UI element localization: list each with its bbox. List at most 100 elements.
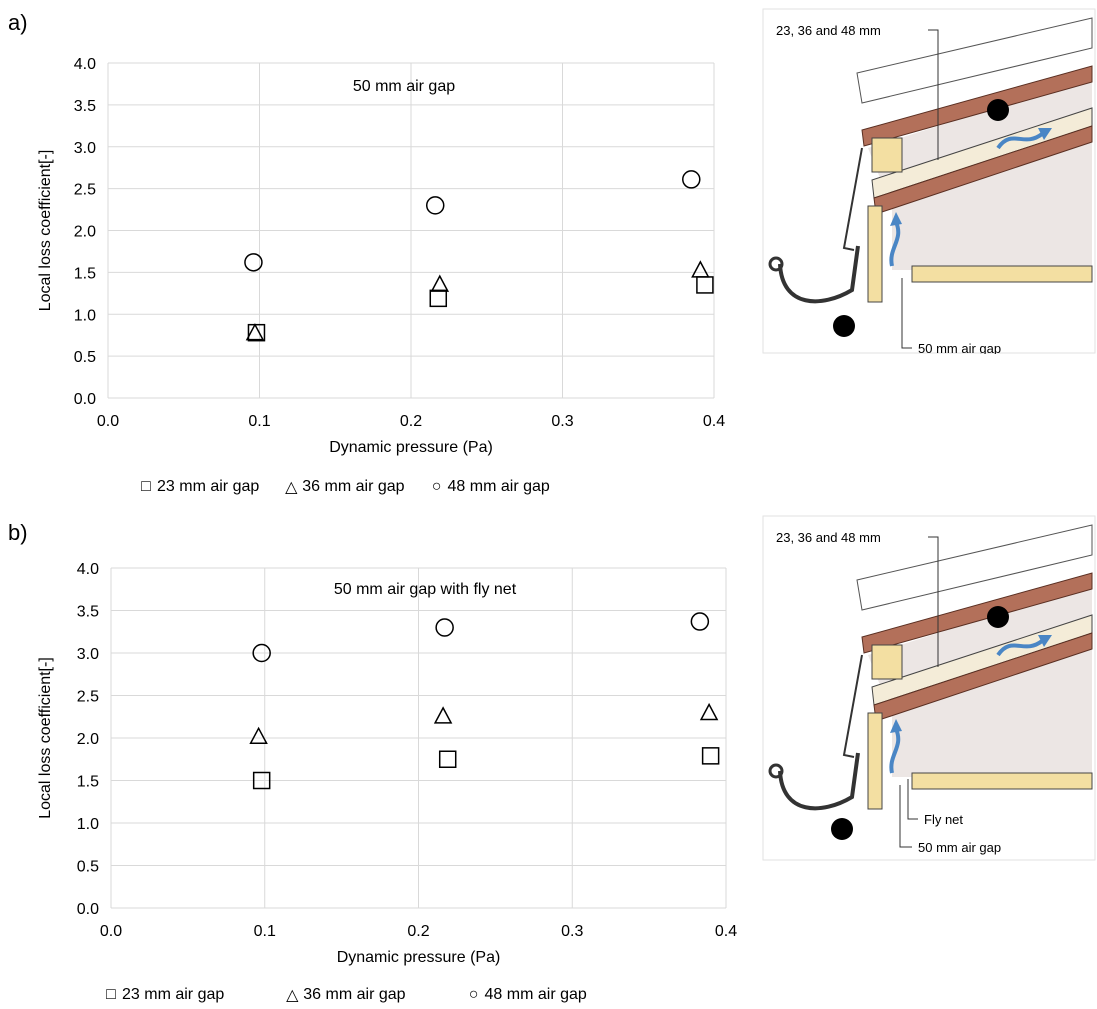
x-tick-label: 0.1: [254, 923, 276, 940]
airflow-arrow-head-icon: [890, 719, 902, 733]
y-axis-label: Local loss coefficient[-]: [37, 150, 54, 312]
fascia-board: [867, 205, 883, 303]
x-tick-label: 0.2: [407, 923, 429, 940]
y-tick-label: 2.0: [77, 731, 99, 748]
airflow-arrow-icon: [996, 639, 1044, 657]
diagram-bottom-label: 50 mm air gap: [918, 840, 1001, 855]
x-tick-label: 0.0: [97, 413, 119, 430]
roof-tile: [861, 572, 1093, 654]
legend-label: 48 mm air gap: [447, 478, 550, 495]
legend-item-23mm: □ 23 mm air gap: [103, 986, 224, 1004]
y-tick-label: 1.5: [74, 265, 96, 282]
x-tick-label: 0.3: [551, 413, 573, 430]
x-tick-label: 0.4: [703, 413, 725, 430]
diagram-top-label: 23, 36 and 48 mm: [776, 530, 881, 545]
y-tick-label: 4.0: [77, 561, 99, 578]
measurement-point-marker: [987, 99, 1009, 121]
legend-label: 48 mm air gap: [484, 986, 587, 1003]
legend-label: 23 mm air gap: [122, 986, 225, 1003]
data-point-triangle: [430, 274, 450, 292]
chart-title: 50 mm air gap with fly net: [334, 581, 517, 598]
y-tick-label: 3.0: [77, 646, 99, 663]
top-board: [856, 17, 1093, 104]
y-tick-label: 2.0: [74, 224, 96, 241]
timber-block: [871, 644, 903, 680]
circle-marker-icon: ○: [431, 478, 442, 495]
diagram-top-label: 23, 36 and 48 mm: [776, 23, 881, 38]
panel-label-b: b): [8, 520, 28, 545]
data-point-square: [696, 276, 714, 294]
x-tick-label: 0.4: [715, 923, 737, 940]
gutter: [778, 752, 860, 811]
data-point-triangle: [433, 706, 453, 724]
ceiling-joist: [911, 265, 1093, 283]
chart-b: 0.0 0.5 1.0 1.5 2.0 2.5 3.0 3.5 4.0 0.0 0.1 0.2 0.3 0…: [37, 561, 737, 966]
legend-item-36mm: △ 36 mm air gap: [283, 477, 404, 497]
data-point-triangle: [245, 323, 265, 341]
data-point-circle: [244, 253, 263, 272]
top-board: [856, 524, 1093, 611]
data-point-square: [247, 323, 266, 342]
gutter-bead: [768, 256, 784, 272]
data-point-circle: [252, 643, 271, 663]
airflow-arrow-head-icon: [1038, 128, 1052, 140]
gutter-bead: [768, 763, 784, 779]
data-point-circle: [425, 196, 445, 215]
y-tick-label: 3.0: [74, 140, 96, 157]
circle-marker-icon: ○: [468, 986, 479, 1003]
y-tick-label: 1.5: [77, 774, 99, 791]
y-tick-label: 4.0: [74, 56, 96, 73]
leader-line: [928, 536, 939, 667]
fascia-board: [867, 712, 883, 810]
data-point-triangle: [249, 726, 268, 745]
legend-item-36mm: △ 36 mm air gap: [284, 985, 405, 1005]
data-point-circle: [435, 618, 454, 637]
timber-block: [871, 137, 903, 173]
chart-a: 0.0 0.5 1.0 1.5 2.0 2.5 3.0 3.5 4.0 0.0 0.1 0.2 0.3 0…: [37, 56, 725, 456]
x-tick-label: 0.1: [248, 413, 270, 430]
data-point-square: [438, 750, 457, 768]
legend-item-23mm: □ 23 mm air gap: [138, 478, 259, 496]
diagram-bottom-label: Fly net: [924, 812, 963, 827]
measurement-point-marker: [833, 315, 855, 337]
x-tick-label: 0.3: [561, 923, 583, 940]
data-point-square: [429, 289, 448, 308]
roof-tile: [861, 65, 1093, 147]
leader-line: [907, 779, 918, 820]
measurement-point-marker: [987, 606, 1009, 628]
legend-item-48mm: ○ 48 mm air gap: [429, 478, 550, 496]
legend-label: 23 mm air gap: [157, 478, 260, 495]
x-axis-label: Dynamic pressure (Pa): [337, 949, 501, 966]
drip-edge: [842, 147, 863, 251]
legend-b: □ 23 mm air gap △ 36 mm air gap ○ 48 mm …: [103, 985, 587, 1005]
data-point-square: [252, 771, 271, 790]
ceiling-joist: [911, 772, 1093, 790]
data-point-circle: [682, 170, 701, 189]
y-tick-label: 0.0: [77, 901, 99, 918]
y-tick-label: 2.5: [77, 689, 99, 706]
drip-edge: [842, 654, 863, 758]
airflow-arrow-icon: [889, 728, 901, 774]
airflow-arrow-icon: [996, 132, 1044, 150]
y-tick-label: 0.5: [74, 349, 96, 366]
legend-item-48mm: ○ 48 mm air gap: [466, 986, 587, 1004]
triangle-marker-icon: △: [285, 479, 298, 496]
panel-label-a: a): [8, 10, 28, 35]
roof-eaves-diagram-b: 23, 36 and 48 mm Fly net 50 mm air gap: [762, 515, 1096, 861]
gutter: [778, 245, 860, 304]
y-tick-label: 3.5: [74, 98, 96, 115]
square-marker-icon: □: [106, 986, 116, 1003]
y-axis-label: Local loss coefficient[-]: [37, 657, 54, 819]
data-point-square: [701, 747, 720, 765]
y-tick-label: 1.0: [74, 307, 96, 324]
data-point-triangle: [699, 702, 719, 721]
x-axis-label: Dynamic pressure (Pa): [329, 439, 493, 456]
legend-label: 36 mm air gap: [303, 986, 406, 1003]
legend-a: □ 23 mm air gap △ 36 mm air gap ○ 48 mm …: [138, 477, 550, 497]
leader-line: [899, 785, 912, 848]
data-point-circle: [690, 612, 710, 631]
roof-eaves-diagram-a: 23, 36 and 48 mm 50 mm air gap: [762, 8, 1096, 354]
airflow-arrow-icon: [889, 221, 901, 267]
y-tick-label: 2.5: [74, 182, 96, 199]
leader-line: [901, 278, 912, 349]
